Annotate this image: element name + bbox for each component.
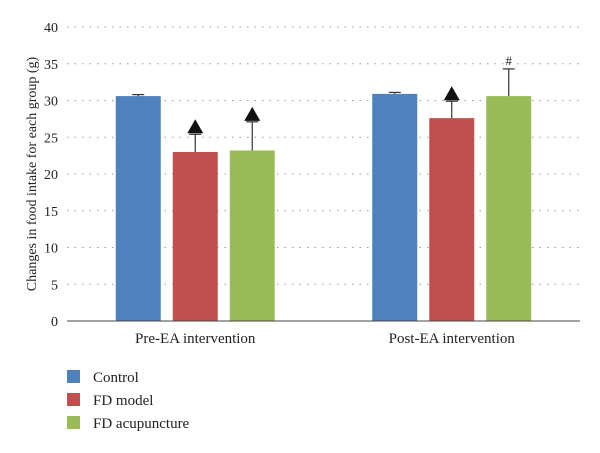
bar-control: [372, 93, 418, 321]
bar-fd-acupuncture: [486, 96, 532, 321]
x-category-labels: Pre-EA intervention Post-EA intervention: [135, 331, 515, 347]
legend-swatch: [67, 416, 80, 429]
triangle-marker: [187, 119, 204, 134]
y-tick-label: 30: [44, 95, 58, 110]
y-tick-label: 0: [51, 315, 58, 330]
triangle-marker: [443, 86, 460, 101]
significance-marks: #: [187, 53, 513, 134]
legend: Control FD model FD acupuncture: [67, 370, 190, 432]
triangle-marker: [244, 106, 261, 121]
bar-fd-model: [172, 151, 218, 321]
bars: [115, 93, 532, 321]
y-tick-label: 20: [44, 168, 58, 183]
legend-swatch: [67, 370, 80, 383]
x-category-label: Post-EA intervention: [389, 331, 516, 347]
y-tick-label: 15: [44, 205, 58, 220]
y-tick-label: 10: [44, 242, 58, 257]
error-bars: [132, 68, 515, 152]
y-tick-label: 25: [44, 131, 58, 146]
bar-fd-acupuncture: [229, 150, 275, 321]
bar-control: [115, 96, 161, 321]
y-tick-label: 35: [44, 58, 58, 73]
bar-fd-model: [429, 118, 475, 321]
y-axis-label: Changes in food intake for each group (g…: [25, 56, 40, 291]
legend-swatch: [67, 393, 80, 406]
legend-label: FD model: [93, 393, 153, 409]
hash-marker: #: [506, 53, 513, 68]
y-tick-label: 40: [44, 21, 58, 36]
y-tick-label: 5: [51, 278, 58, 293]
x-category-label: Pre-EA intervention: [135, 331, 256, 347]
legend-label: FD acupuncture: [93, 416, 190, 432]
y-tick-labels: 0 5 10 15 20 25 30 35 40: [44, 21, 58, 330]
legend-label: Control: [93, 370, 139, 386]
